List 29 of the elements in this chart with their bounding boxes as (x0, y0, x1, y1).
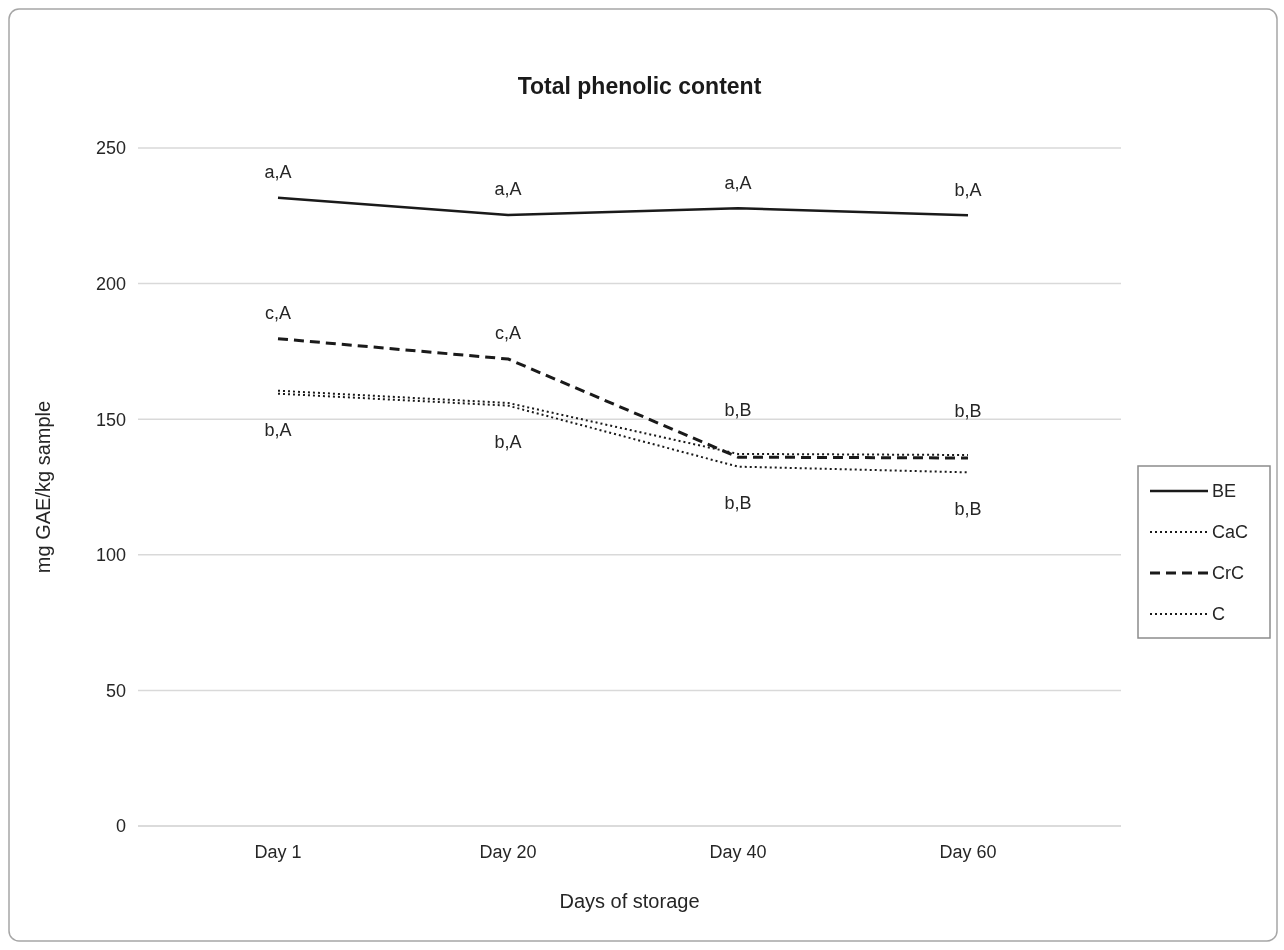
x-axis-title: Days of storage (559, 890, 700, 912)
legend-label: CrC (1212, 563, 1244, 584)
legend-label: C (1212, 604, 1225, 625)
annotation: b,A (264, 420, 292, 441)
annotation: a,A (724, 172, 752, 193)
y-tick-label: 150 (95, 409, 126, 430)
y-tick-label: 50 (105, 680, 126, 701)
annotation: c,A (264, 302, 292, 323)
x-tick-label: Day 1 (254, 842, 302, 862)
legend-label: CaC (1212, 522, 1249, 543)
x-tick-label: Day 40 (709, 842, 767, 862)
annotation: b,B (724, 400, 752, 421)
annotation: b,B (724, 492, 752, 513)
y-tick-label: 0 (115, 816, 126, 837)
annotation: a,A (264, 161, 292, 182)
annotation: b,B (954, 401, 982, 422)
annotation: c,A (494, 323, 522, 344)
annotation: b,B (954, 498, 982, 519)
y-tick-label: 200 (95, 273, 126, 294)
chart-title: Total phenolic content (517, 73, 762, 99)
legend-label: BE (1212, 481, 1237, 502)
x-tick-label: Day 20 (479, 842, 537, 862)
annotation: b,A (954, 179, 982, 200)
y-tick-label: 250 (95, 138, 126, 159)
x-tick-label: Day 60 (939, 842, 997, 862)
annotation: a,A (494, 179, 522, 200)
y-axis-title: mg GAE/kg sample (32, 400, 54, 574)
annotation: b,A (494, 431, 522, 452)
y-tick-label: 100 (95, 545, 126, 566)
